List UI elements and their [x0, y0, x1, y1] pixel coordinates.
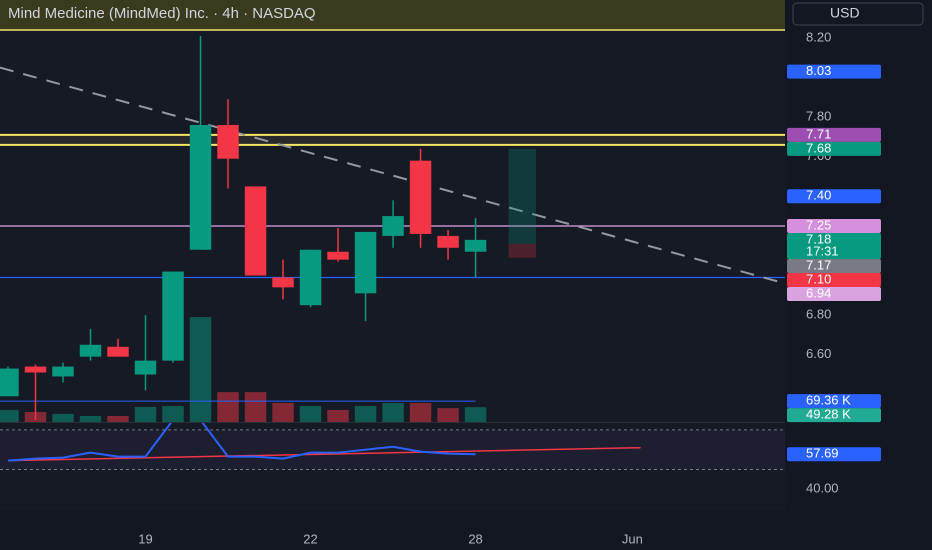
price-badge: [787, 127, 881, 142]
trendline: [0, 66, 785, 285]
candle-body: [0, 368, 19, 397]
candle-body: [382, 216, 404, 236]
level-band: [0, 134, 785, 145]
rsi-band: [0, 429, 785, 470]
volume-bar: [299, 406, 322, 422]
price-badge: [787, 219, 881, 233]
volume-bar: [52, 413, 74, 422]
price-badge: [787, 447, 881, 462]
candle-body: [409, 160, 432, 234]
currency[interactable]: USD: [830, 5, 860, 21]
price-badge-label: 7.40: [806, 188, 831, 203]
volume-bar: [217, 392, 239, 422]
price-badge-label: 7.17: [806, 257, 831, 272]
volume-bar: [134, 406, 157, 422]
volume-bar: [437, 408, 459, 422]
projection-stop: [508, 243, 537, 258]
rsi-pane: [0, 423, 785, 470]
volume-bar: [327, 409, 349, 422]
price-badge-label: 69.36 K: [806, 393, 851, 408]
price-badge-label: 7.25: [806, 217, 831, 232]
price-badge: [787, 233, 881, 259]
candle-body: [299, 249, 322, 306]
price-badge-label: 49.28 K: [806, 407, 851, 422]
volume-bar: [0, 409, 19, 422]
price-badge: [787, 141, 881, 156]
price-badge-sublabel: 17:31: [806, 243, 839, 258]
volume-bar: [107, 415, 129, 422]
price-badge: [787, 408, 881, 423]
volume-bar: [79, 415, 102, 422]
y-tick-label: 8.20: [806, 29, 831, 44]
projection-target: [508, 148, 537, 244]
chart-title: Mind Medicine (MindMed) Inc. · 4h · NASD…: [8, 5, 316, 22]
rsi-line: [7, 423, 476, 462]
candle-body: [244, 186, 267, 276]
price-badge: [787, 189, 881, 204]
volume-bar: [464, 407, 487, 422]
candle-body: [354, 231, 377, 294]
rsi-tick-label: 40.00: [806, 481, 839, 496]
price-badge: [787, 287, 881, 301]
rsi-ma: [7, 446, 641, 462]
x-tick-label: 28: [468, 531, 482, 546]
volume-bar: [382, 403, 404, 422]
price-badge-label: 57.69: [806, 446, 839, 461]
price-badge-label: 7.71: [806, 126, 831, 141]
x-tick-label: 22: [303, 531, 317, 546]
currency-button[interactable]: [792, 2, 924, 26]
x-tick-label: Jun: [622, 531, 643, 546]
price-badge-label: 7.10: [806, 271, 831, 286]
volume-bar: [409, 403, 432, 422]
candle-body: [272, 277, 294, 288]
price-badge: [787, 259, 881, 273]
price-badge-label: 7.68: [806, 140, 831, 155]
price-badge: [787, 64, 881, 79]
volume-bar: [272, 403, 294, 422]
candle-body: [189, 125, 212, 250]
price-badge-label: 8.03: [806, 63, 831, 78]
y-tick-label: 7.80: [806, 109, 831, 124]
x-tick-label: 19: [138, 531, 152, 546]
candle-body: [327, 251, 349, 260]
price-badge-label: 6.94: [806, 285, 831, 300]
price-badge: [787, 273, 881, 287]
volume-bar: [244, 392, 267, 422]
candle-body: [437, 235, 459, 248]
title-band: [0, 0, 785, 30]
price-pane: [0, 35, 785, 422]
volume-bar: [162, 406, 184, 422]
candle-body: [217, 125, 239, 159]
volume-bar: [189, 317, 212, 422]
candle-body: [52, 366, 74, 377]
price-badge-label: 7.18: [806, 231, 831, 246]
y-tick-label: 6.80: [806, 307, 831, 322]
candle-body: [162, 271, 184, 361]
candle-body: [134, 360, 157, 375]
candle-body: [79, 344, 102, 357]
candle-body: [107, 346, 129, 357]
volume-bar: [354, 406, 377, 422]
y-tick-label: 6.60: [806, 346, 831, 361]
candle-body: [464, 239, 487, 252]
price-badge: [787, 394, 881, 409]
axis-layer: 6.606.807.607.808.20192228Jun40.008.037.…: [138, 29, 881, 546]
time-axis: [0, 510, 785, 550]
candle-body: [24, 366, 47, 373]
